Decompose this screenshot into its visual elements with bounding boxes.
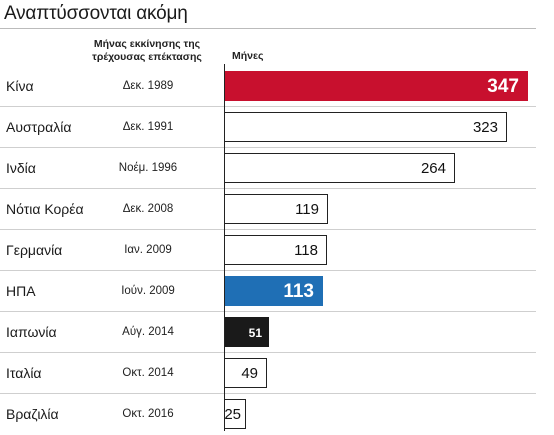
row-divider	[0, 188, 536, 189]
row-divider	[0, 270, 536, 271]
bar-value-label: 347	[487, 76, 519, 97]
start-month-label: Οκτ. 2016	[122, 408, 174, 420]
row-divider	[0, 229, 536, 230]
start-month-label: Δεκ. 1991	[122, 121, 174, 133]
chart-row: Ινδία Νοέμ. 1996 264	[0, 147, 554, 189]
column-header-start-month: Μήνας εκκίνησης της τρέχουσας επέκτασης	[92, 38, 202, 63]
chart-row: Ιαπωνία Αύγ. 2014 51	[0, 311, 554, 353]
bar-value-label: 323	[472, 119, 498, 136]
start-month-label: Δεκ. 2008	[122, 203, 174, 215]
bar: 49	[224, 358, 267, 388]
bar-axis-line	[224, 64, 225, 431]
bar: 113	[224, 276, 323, 306]
start-month-label: Οκτ. 2014	[122, 367, 174, 379]
bar-value-label: 25	[224, 406, 241, 423]
row-divider	[0, 106, 536, 107]
row-divider	[0, 352, 536, 353]
bar-value-label: 118	[294, 242, 318, 259]
title-rule	[0, 28, 536, 29]
category-label: Ινδία	[6, 160, 36, 176]
category-label: Ιαπωνία	[6, 324, 57, 340]
start-month-label: Νοέμ. 1996	[118, 162, 178, 174]
chart-title: Αναπτύσσονται ακόμη	[4, 3, 188, 24]
bar: 323	[224, 112, 507, 142]
row-divider	[0, 393, 536, 394]
start-month-label: Δεκ. 1989	[122, 80, 174, 92]
start-month-label: Ιαν. 2009	[124, 244, 172, 256]
category-label: Κίνα	[6, 78, 34, 94]
chart-row: Κίνα Δεκ. 1989 347	[0, 66, 554, 107]
bar-value-label: 49	[241, 365, 258, 382]
bar: 51	[224, 317, 269, 347]
category-label: Γερμανία	[6, 242, 63, 258]
chart-row: Αυστραλία Δεκ. 1991 323	[0, 106, 554, 148]
bar: 118	[224, 235, 327, 265]
bar: 25	[224, 399, 246, 429]
category-label: ΗΠΑ	[6, 283, 36, 299]
start-month-label: Αύγ. 2014	[122, 326, 174, 338]
bar-value-label: 51	[248, 326, 262, 340]
chart-row: Ιταλία Οκτ. 2014 49	[0, 352, 554, 394]
bar-value-label: 119	[295, 201, 319, 218]
row-divider	[0, 311, 536, 312]
category-label: Βραζιλία	[6, 406, 59, 422]
chart-row: Βραζιλία Οκτ. 2016 25	[0, 393, 554, 435]
bar-value-label: 264	[420, 160, 446, 177]
row-divider	[0, 147, 536, 148]
bar: 264	[224, 153, 455, 183]
chart-row: Γερμανία Ιαν. 2009 118	[0, 229, 554, 271]
column-header-months: Μήνες	[232, 50, 264, 62]
start-month-label: Ιούν. 2009	[121, 285, 175, 297]
category-label: Νότια Κορέα	[6, 201, 84, 217]
bar: 119	[224, 194, 328, 224]
bar: 347	[224, 71, 528, 101]
category-label: Ιταλία	[6, 365, 42, 381]
bar-value-label: 113	[283, 281, 314, 302]
chart-row: ΗΠΑ Ιούν. 2009 113	[0, 270, 554, 312]
category-label: Αυστραλία	[6, 119, 72, 135]
chart-row: Νότια Κορέα Δεκ. 2008 119	[0, 188, 554, 230]
